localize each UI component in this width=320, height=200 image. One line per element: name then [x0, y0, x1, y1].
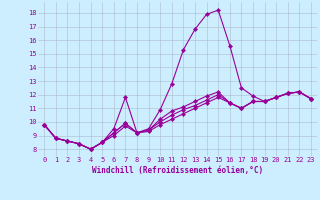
X-axis label: Windchill (Refroidissement éolien,°C): Windchill (Refroidissement éolien,°C) [92, 166, 263, 175]
